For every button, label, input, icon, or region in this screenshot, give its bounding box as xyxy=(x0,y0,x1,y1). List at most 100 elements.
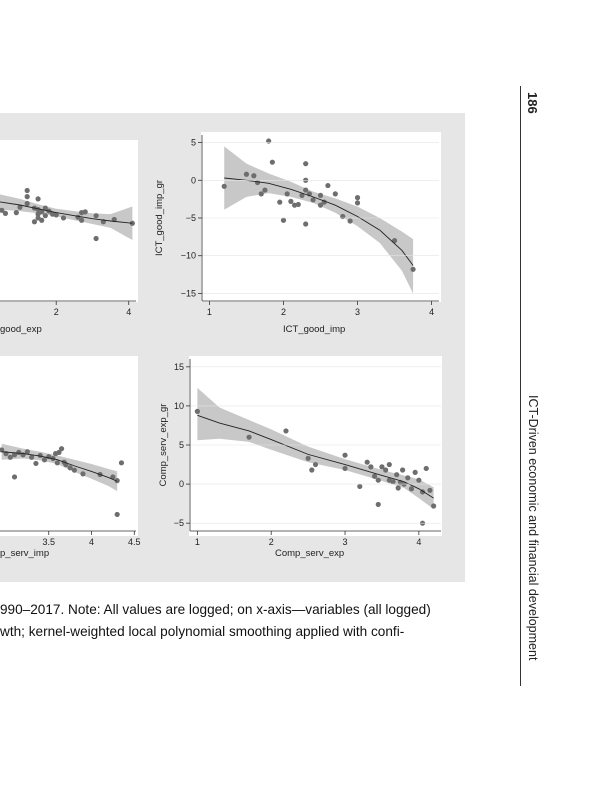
y-tick-label: 10 xyxy=(174,401,184,411)
data-point xyxy=(79,210,85,216)
data-point xyxy=(309,467,315,473)
data-point xyxy=(284,191,290,197)
data-point xyxy=(368,464,374,470)
data-point xyxy=(254,179,261,186)
plot-background xyxy=(0,356,138,536)
data-point xyxy=(342,465,348,472)
y-tick-label: −10 xyxy=(181,251,196,261)
data-point xyxy=(42,213,48,219)
data-point xyxy=(110,474,116,480)
data-point xyxy=(342,452,348,458)
data-point xyxy=(53,212,59,218)
data-point xyxy=(17,204,23,210)
margin-rule xyxy=(520,86,521,686)
data-point xyxy=(114,511,120,518)
x-tick-label: 2 xyxy=(269,537,274,547)
data-point xyxy=(251,173,257,179)
data-point xyxy=(371,473,378,479)
plot-area xyxy=(190,366,441,526)
data-point xyxy=(24,194,30,200)
data-point xyxy=(11,474,18,480)
data-point xyxy=(295,201,301,208)
data-point xyxy=(2,210,9,216)
data-point xyxy=(305,455,311,461)
data-point xyxy=(303,221,309,227)
x-tick-label: 3.5 xyxy=(42,537,55,547)
data-point xyxy=(266,138,272,144)
y-tick-label: 15 xyxy=(174,362,184,372)
data-point xyxy=(58,446,65,452)
data-point xyxy=(243,171,250,177)
data-point xyxy=(93,235,99,242)
data-point xyxy=(400,467,406,473)
data-point xyxy=(114,478,120,484)
fit-line xyxy=(1,451,118,482)
x-tick-label: 1 xyxy=(195,537,200,547)
data-point xyxy=(60,215,67,221)
y-axis-title: ICT_good_imp_gr xyxy=(154,180,165,256)
data-point xyxy=(0,447,5,453)
data-point xyxy=(405,475,411,481)
data-point xyxy=(390,479,396,485)
fit-line xyxy=(0,201,133,224)
chart-2: 1 2 3 4 5 0 −5 −10 −15 ICT_good_imp ICT_good_imp_g… xyxy=(154,132,441,335)
y-tick-label: −15 xyxy=(181,288,196,298)
figure-svg: 2 4 good_exp 1 2 3 4 5 0 −5 −10 −15 ICT_good_imp ICT_… xyxy=(0,132,442,559)
data-point xyxy=(412,469,418,475)
data-point xyxy=(379,464,385,470)
data-point xyxy=(31,219,38,225)
chart-3: 3.5 4 4.5 p_serv_imp xyxy=(0,356,141,559)
fit-line xyxy=(224,177,414,266)
x-tick-label: 2 xyxy=(281,307,286,317)
figure-caption-line-2: wth; kernel-weighted local polynomial sm… xyxy=(0,624,405,639)
data-point xyxy=(317,192,324,198)
data-point xyxy=(280,217,287,223)
data-point xyxy=(347,218,353,224)
x-tick-label: 1 xyxy=(207,307,212,317)
data-point xyxy=(35,196,41,202)
data-point xyxy=(41,457,48,463)
data-point xyxy=(11,452,18,458)
data-point xyxy=(375,501,381,508)
data-point xyxy=(71,467,78,473)
data-point xyxy=(13,210,19,216)
data-point xyxy=(375,477,381,483)
y-tick-label: 5 xyxy=(191,138,196,148)
x-axis-title: Comp_serv_exp xyxy=(275,548,344,559)
data-point xyxy=(67,465,73,471)
x-tick-label: 4.5 xyxy=(128,537,141,547)
x-axis-title: ICT_good_imp xyxy=(283,324,345,335)
data-point xyxy=(383,467,389,473)
plot-background xyxy=(189,356,442,536)
x-tick-label: 4 xyxy=(126,307,131,317)
plot-area xyxy=(0,187,135,242)
x-tick-label: 2 xyxy=(54,307,59,317)
data-point xyxy=(408,486,415,492)
confidence-band xyxy=(224,146,414,294)
data-point xyxy=(262,187,268,193)
data-point xyxy=(325,182,331,189)
data-point xyxy=(35,211,41,217)
data-point xyxy=(364,459,370,465)
data-point xyxy=(299,192,305,198)
x-tick-label: 3 xyxy=(355,307,360,317)
plot-area xyxy=(0,443,125,518)
y-axis-title: Comp_serv_exp_gr xyxy=(158,404,169,487)
data-point xyxy=(312,461,319,468)
x-axis-title: good_exp xyxy=(0,324,42,335)
y-tick-label: −5 xyxy=(186,213,196,223)
data-point xyxy=(7,454,13,460)
data-point xyxy=(258,191,264,197)
data-point xyxy=(29,454,35,460)
chart-1: 2 4 good_exp xyxy=(0,140,138,335)
data-point xyxy=(410,266,416,272)
y-tick-label: −5 xyxy=(174,518,184,528)
data-point xyxy=(246,434,252,440)
data-point xyxy=(0,207,5,213)
fit-line xyxy=(197,414,434,499)
data-point xyxy=(310,197,316,203)
confidence-band xyxy=(0,194,133,241)
y-tick-label: 5 xyxy=(179,440,184,450)
data-point xyxy=(118,460,125,466)
data-point xyxy=(354,195,361,201)
